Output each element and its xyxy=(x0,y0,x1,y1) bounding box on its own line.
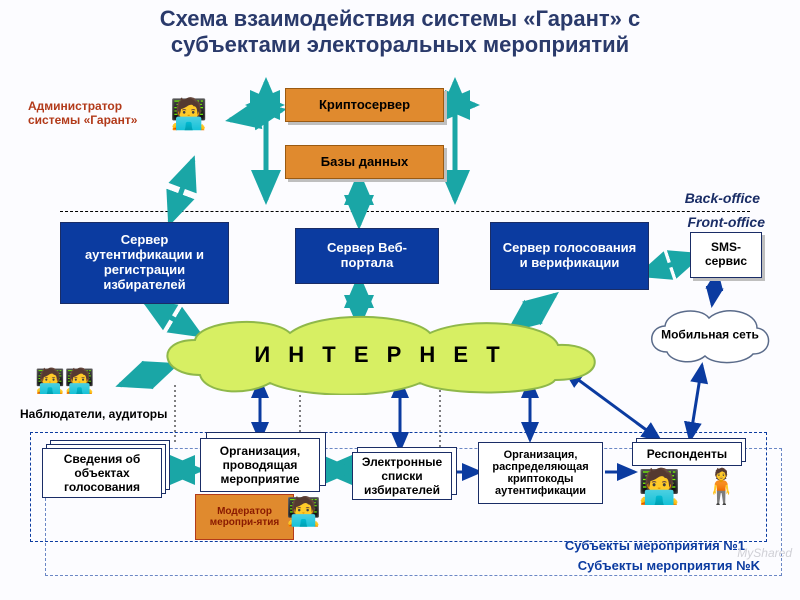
internet-cloud: И Н Т Е Р Н Е Т xyxy=(150,315,610,395)
box-sms: SMS- сервис xyxy=(690,232,762,278)
box-sms-text: SMS- сервис xyxy=(697,241,755,269)
box-crypto: Криптосервер xyxy=(285,88,444,122)
moderator-icon: 🧑‍💻 xyxy=(286,498,321,526)
box-web-text: Сервер Веб-портала xyxy=(302,241,432,271)
subjectk-label: Субъекты мероприятия №K xyxy=(578,558,760,573)
stack-respondents-text: Респонденты xyxy=(647,447,727,461)
box-web: Сервер Веб-портала xyxy=(295,228,439,284)
title-line-1: Схема взаимодействия системы «Гарант» с xyxy=(0,6,800,32)
moderator-text: Модератор меропри-ятия xyxy=(202,506,287,529)
subject1-label: Субъекты мероприятия №1 xyxy=(565,538,745,553)
box-db: Базы данных xyxy=(285,145,444,179)
back-office-label: Back-office xyxy=(685,190,760,206)
watermark: MyShared xyxy=(737,546,792,560)
respondent-icon-2: 🧍 xyxy=(700,470,742,504)
stack-org-codes: Организация, распределяющая криптокоды а… xyxy=(478,442,603,504)
admin-icon: 🧑‍💻 xyxy=(170,100,207,130)
mobile-net-cloud: Мобильная сеть xyxy=(645,302,775,368)
admin-label: Администратор системы «Гарант» xyxy=(28,100,138,128)
respondent-icon-1: 🧑‍💻 xyxy=(638,470,680,504)
page-title: Схема взаимодействия системы «Гарант» с … xyxy=(0,6,800,58)
box-crypto-text: Криптосервер xyxy=(319,98,410,113)
mobile-net-label: Мобильная сеть xyxy=(645,328,775,341)
front-office-label: Front-office xyxy=(687,214,765,230)
stack-respondents: Респонденты xyxy=(632,442,742,466)
stack-objects: Сведения об объектах голосования xyxy=(42,448,162,498)
stack-org-codes-text: Организация, распределяющая криптокоды а… xyxy=(485,449,596,497)
stack-objects-text: Сведения об объектах голосования xyxy=(49,452,155,494)
box-vote-text: Сервер голосования и верификации xyxy=(497,241,642,271)
box-auth-text: Сервер аутентификации и регистрации изби… xyxy=(67,233,222,293)
moderator-box: Модератор меропри-ятия xyxy=(195,494,294,540)
stack-lists-text: Электронные списки избирателей xyxy=(359,455,445,497)
stack-lists: Электронные списки избирателей xyxy=(352,452,452,500)
title-line-2: субъектами электоральных мероприятий xyxy=(0,32,800,58)
office-divider xyxy=(60,211,750,212)
observers-label: Наблюдатели, аудиторы xyxy=(20,408,167,422)
internet-label: И Н Т Е Р Н Е Т xyxy=(254,342,505,368)
box-auth: Сервер аутентификации и регистрации изби… xyxy=(60,222,229,304)
stack-org-run: Организация, проводящая мероприятие xyxy=(200,438,320,492)
box-db-text: Базы данных xyxy=(321,155,408,170)
observers-icon: 🧑‍💻🧑‍💻 xyxy=(35,370,95,394)
box-vote: Сервер голосования и верификации xyxy=(490,222,649,290)
stack-org-run-text: Организация, проводящая мероприятие xyxy=(207,444,313,486)
